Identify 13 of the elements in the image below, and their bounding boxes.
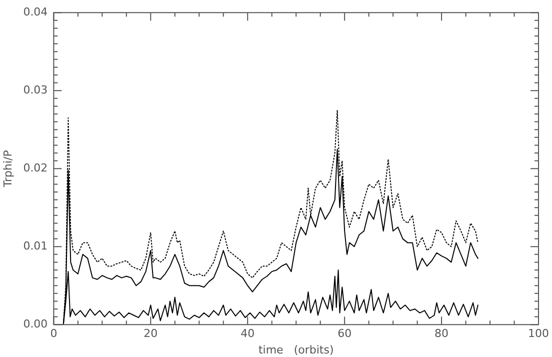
y-tick-label: 0.03 [23,83,48,96]
y-tick-label: 0.02 [23,161,48,174]
y-tick-label: 0.04 [23,5,48,18]
x-tick-label: 0 [50,327,58,340]
y-tick-label: 0.00 [23,317,48,330]
y-tick-label: 0.01 [23,239,48,252]
x-tick-label: 20 [144,327,158,340]
x-tick-label: 60 [338,327,352,340]
x-tick-label: 100 [528,327,549,340]
x-tick-label: 80 [434,327,449,340]
x-axis-title: time (orbits) [258,343,334,356]
y-axis-title: Trphi/P [1,150,14,188]
x-tick-label: 40 [240,327,255,340]
